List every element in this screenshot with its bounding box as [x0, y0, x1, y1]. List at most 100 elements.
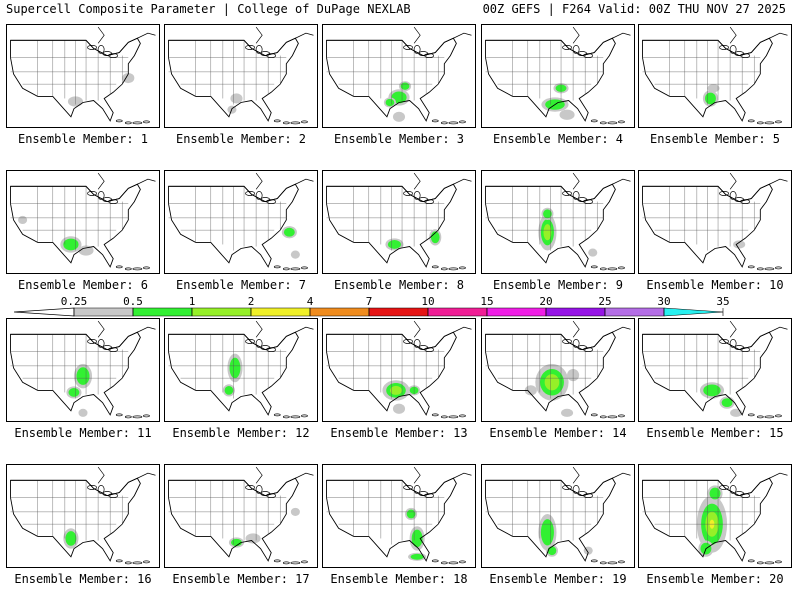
ensemble-member-label: Ensemble Member: 18 — [330, 572, 468, 586]
lake-or-island — [115, 559, 123, 563]
lake-or-island — [424, 493, 435, 498]
lake-or-island — [132, 121, 143, 125]
lake-or-island — [440, 267, 448, 271]
lake-or-island — [255, 191, 263, 200]
map — [481, 24, 635, 128]
colorbar-segment — [604, 307, 665, 317]
scp-contour — [547, 546, 557, 556]
scp-contour — [387, 240, 401, 249]
map — [638, 24, 792, 128]
lake-or-island — [448, 267, 459, 271]
lake-or-island — [764, 415, 775, 419]
map — [481, 464, 635, 568]
lake-or-island — [764, 267, 775, 271]
lake-or-island — [590, 265, 598, 269]
lake-or-island — [719, 45, 729, 50]
lake-or-island — [440, 415, 448, 419]
scp-contour — [540, 519, 554, 546]
hudson-bay-coast — [255, 466, 263, 484]
canada-border — [10, 472, 156, 497]
map — [164, 24, 318, 128]
map — [6, 318, 160, 422]
map — [6, 170, 160, 274]
canada-border — [326, 32, 472, 57]
hudson-bay-coast — [729, 320, 737, 338]
lake-or-island — [729, 339, 737, 348]
canada-border — [642, 326, 788, 351]
lake-or-island — [255, 339, 263, 348]
scp-contour — [392, 111, 406, 122]
lake-or-island — [590, 559, 598, 563]
lake-or-island — [618, 266, 625, 270]
canada-border — [168, 32, 314, 57]
lake-or-island — [290, 267, 301, 271]
scp-contour — [721, 398, 733, 408]
lake-or-island — [440, 121, 448, 125]
map — [164, 170, 318, 274]
lake-or-island — [424, 53, 435, 58]
lake-or-island — [459, 120, 466, 124]
lake-or-island — [97, 339, 105, 348]
lake-or-island — [599, 415, 607, 419]
colorbar: 0.25 0.5 1 2 4 7 10 15 20 25 30 35 — [14, 296, 730, 317]
scp-contour — [18, 215, 28, 225]
lake-or-island — [97, 191, 105, 200]
lake-or-island — [301, 120, 308, 124]
lake-or-island — [590, 119, 598, 123]
map — [322, 24, 476, 128]
lake-or-island — [756, 267, 764, 271]
lake-or-island — [124, 121, 132, 125]
lake-or-island — [618, 414, 625, 418]
canada-border — [168, 326, 314, 351]
lake-or-island — [108, 493, 119, 498]
lake-or-island — [740, 347, 751, 352]
header-title: Supercell Composite Parameter | College … — [6, 2, 411, 16]
lake-or-island — [618, 120, 625, 124]
ensemble-member-label: Ensemble Member: 7 — [175, 278, 307, 292]
lake-or-island — [459, 266, 466, 270]
map — [322, 170, 476, 274]
lake-or-island — [775, 120, 782, 124]
colorbar-left-arrow — [14, 307, 75, 317]
lake-or-island — [572, 45, 580, 54]
colorbar-tick-label: 10 — [421, 296, 434, 308]
lake-or-island — [413, 45, 421, 54]
colorbar-tick-label: 15 — [480, 296, 493, 308]
scp-contour — [68, 388, 80, 397]
lake-or-island — [607, 561, 618, 565]
colorbar-tick-label: 0.25 — [61, 296, 88, 308]
lake-or-island — [413, 191, 421, 200]
lake-or-island — [282, 267, 290, 271]
lake-or-island — [273, 119, 281, 123]
lake-or-island — [775, 266, 782, 270]
scp-contour — [559, 109, 575, 120]
lake-or-island — [273, 265, 281, 269]
canada-border — [326, 472, 472, 497]
canada-border — [485, 178, 631, 203]
scp-contour — [705, 92, 716, 105]
lake-or-island — [431, 559, 439, 563]
colorbar-tick-label: 7 — [366, 296, 373, 308]
scp-contour — [544, 374, 560, 391]
colorbar-tick-label: 30 — [657, 296, 670, 308]
hudson-bay-coast — [413, 26, 421, 44]
lake-or-island — [756, 121, 764, 125]
lake-or-island — [132, 561, 143, 565]
lake-or-island — [290, 561, 301, 565]
canada-border — [168, 472, 314, 497]
ensemble-member-label: Ensemble Member: 3 — [333, 132, 465, 146]
canada-border — [485, 472, 631, 497]
ensemble-member-label: Ensemble Member: 17 — [172, 572, 310, 586]
lake-or-island — [115, 413, 123, 417]
scp-contour — [78, 408, 88, 417]
canada-border — [485, 326, 631, 351]
canada-border — [10, 32, 156, 57]
scp-contour — [588, 248, 598, 257]
scp-contour — [78, 245, 94, 256]
hudson-bay-coast — [97, 320, 105, 338]
lake-or-island — [266, 493, 277, 498]
lake-or-island — [583, 347, 594, 352]
colorbar-segment — [309, 307, 370, 317]
colorbar-segment — [132, 307, 193, 317]
lake-or-island — [448, 415, 459, 419]
